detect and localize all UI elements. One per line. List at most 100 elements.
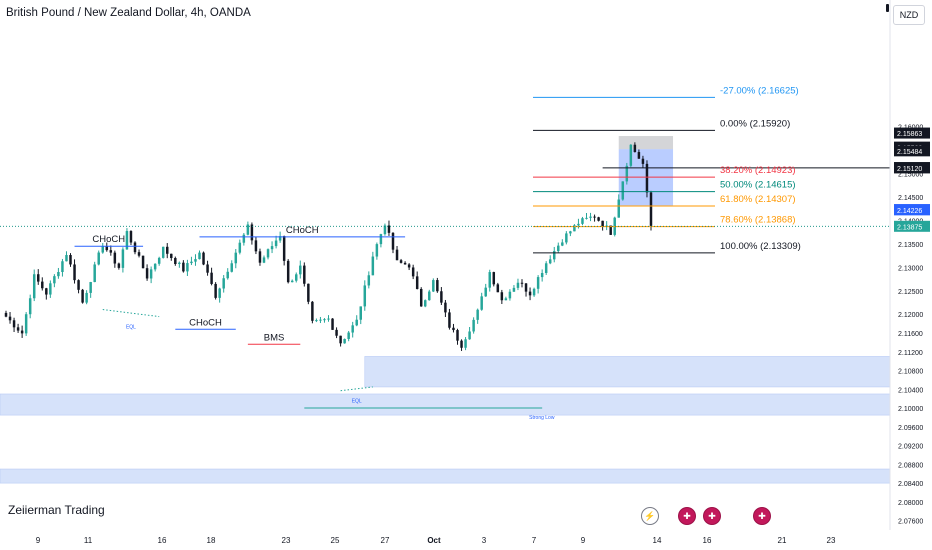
bull-candle bbox=[295, 274, 298, 281]
bear-candle bbox=[637, 152, 641, 159]
bull-candle bbox=[323, 319, 326, 321]
bull-candle bbox=[89, 282, 92, 293]
fib-level-label: 100.00% (2.13309) bbox=[720, 241, 801, 252]
bull-candle bbox=[65, 255, 68, 262]
bear-candle bbox=[387, 225, 391, 233]
bear-candle bbox=[69, 255, 72, 265]
bull-candle bbox=[432, 280, 435, 292]
uk-flag-icon[interactable]: ✚ bbox=[753, 507, 771, 525]
price-badge-label: 2.14226 bbox=[897, 208, 922, 215]
bear-candle bbox=[166, 246, 169, 254]
bull-candle bbox=[161, 246, 165, 258]
bull-candle bbox=[536, 277, 540, 289]
flag-glyph: ✚ bbox=[683, 510, 691, 521]
bull-candle bbox=[476, 309, 479, 320]
bull-candle bbox=[246, 224, 250, 235]
uk-flag-icon[interactable]: ✚ bbox=[678, 507, 696, 525]
bull-candle bbox=[57, 272, 60, 277]
flag-glyph: ✚ bbox=[708, 510, 716, 521]
bull-candle bbox=[234, 252, 238, 264]
bull-candle bbox=[565, 233, 568, 243]
x-tick-label: 9 bbox=[36, 536, 41, 545]
x-tick-label: 23 bbox=[282, 536, 291, 545]
bull-candle bbox=[53, 276, 56, 284]
bear-candle bbox=[452, 327, 455, 331]
bear-candle bbox=[282, 236, 286, 261]
bear-candle bbox=[456, 330, 459, 341]
menu-dots-icon[interactable] bbox=[886, 4, 889, 12]
bull-candle bbox=[93, 264, 96, 283]
x-tick-label: 3 bbox=[482, 536, 487, 545]
bear-candle bbox=[4, 312, 8, 317]
price-badge bbox=[894, 162, 930, 174]
bull-candle bbox=[532, 288, 536, 296]
bear-candle bbox=[460, 340, 463, 348]
y-tick-label: 2.07600 bbox=[898, 519, 923, 526]
bear-candle bbox=[258, 251, 262, 263]
bull-candle bbox=[375, 244, 379, 257]
price-badge bbox=[894, 204, 930, 216]
candles bbox=[4, 142, 653, 351]
price-badge bbox=[894, 220, 930, 232]
choch-label: CHoCH bbox=[92, 234, 125, 245]
bear-candle bbox=[331, 318, 334, 330]
x-tick-label: 21 bbox=[778, 536, 787, 545]
x-tick-label: 23 bbox=[827, 536, 836, 545]
bear-candle bbox=[16, 327, 20, 331]
bull-candle bbox=[190, 261, 193, 264]
fib-level-label: 38.20% (2.14923) bbox=[720, 165, 796, 176]
currency-badge[interactable]: NZD bbox=[893, 5, 925, 25]
bull-candle bbox=[121, 249, 125, 268]
bull-candle bbox=[230, 263, 233, 272]
bull-candle bbox=[351, 325, 354, 333]
bull-candle bbox=[198, 252, 201, 260]
bull-candle bbox=[299, 265, 302, 275]
bull-candle bbox=[178, 262, 181, 265]
bull-candle bbox=[355, 319, 358, 326]
bull-candle bbox=[621, 181, 625, 200]
x-tick-label: Oct bbox=[427, 536, 441, 545]
bull-candle bbox=[359, 306, 362, 320]
bull-candle bbox=[512, 287, 516, 292]
bear-candle bbox=[113, 252, 117, 264]
bear-candle bbox=[109, 250, 113, 253]
price-badge-label: 2.15120 bbox=[897, 166, 922, 173]
bull-candle bbox=[629, 144, 633, 166]
bull-candle bbox=[222, 278, 225, 289]
bear-candle bbox=[206, 264, 209, 273]
y-tick-label: 2.11200 bbox=[898, 350, 923, 357]
bull-candle bbox=[125, 231, 129, 250]
bull-candle bbox=[367, 275, 371, 286]
bear-candle bbox=[444, 302, 447, 313]
bear-candle bbox=[202, 252, 205, 265]
bear-candle bbox=[174, 258, 177, 265]
order-block-zone bbox=[364, 356, 891, 388]
bull-candle bbox=[379, 234, 383, 245]
bear-candle bbox=[496, 284, 500, 293]
flash-icon[interactable]: ⚡ bbox=[641, 507, 659, 525]
eql-line bbox=[102, 309, 160, 318]
bull-candle bbox=[315, 320, 318, 322]
bear-candle bbox=[250, 224, 254, 241]
bull-candle bbox=[101, 246, 104, 253]
bull-candle bbox=[327, 318, 330, 320]
bear-candle bbox=[593, 216, 596, 218]
bull-candle bbox=[290, 280, 294, 283]
bull-candle bbox=[270, 246, 274, 250]
bear-candle bbox=[391, 232, 395, 250]
bull-candle bbox=[577, 223, 580, 226]
flag-glyph: ✚ bbox=[758, 510, 766, 521]
bull-candle bbox=[464, 339, 467, 348]
bms-label: BMS bbox=[264, 332, 285, 343]
bull-candle bbox=[428, 291, 431, 301]
bear-candle bbox=[407, 264, 411, 268]
uk-flag-icon[interactable]: ✚ bbox=[703, 507, 721, 525]
bull-candle bbox=[504, 298, 508, 301]
bull-candle bbox=[278, 236, 282, 241]
bear-candle bbox=[528, 291, 532, 296]
bull-candle bbox=[28, 298, 32, 315]
bull-candle bbox=[589, 216, 592, 218]
bear-candle bbox=[633, 144, 637, 153]
bull-candle bbox=[573, 225, 576, 232]
